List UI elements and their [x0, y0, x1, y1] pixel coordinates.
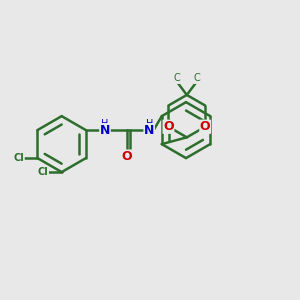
Text: Cl: Cl	[38, 167, 49, 177]
Text: Cl: Cl	[14, 153, 24, 163]
Text: O: O	[200, 120, 211, 133]
Text: C: C	[193, 74, 200, 83]
Text: C: C	[174, 74, 181, 83]
Text: O: O	[163, 120, 174, 133]
Text: H: H	[146, 118, 153, 129]
Text: N: N	[144, 124, 154, 136]
Text: N: N	[100, 124, 110, 136]
Text: O: O	[122, 150, 132, 163]
Text: H: H	[101, 118, 109, 129]
